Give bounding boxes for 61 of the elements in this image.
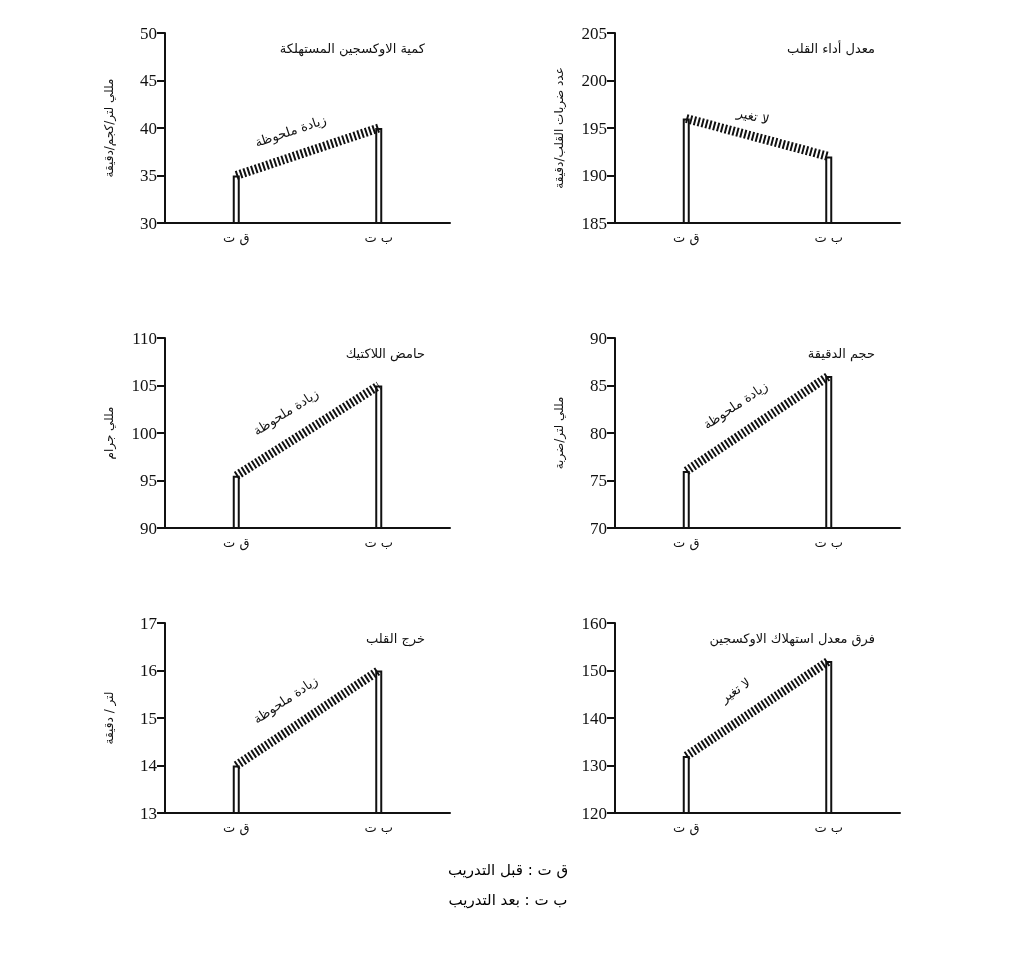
x-tick-label: ق ت: [673, 535, 700, 551]
y-tick-label: 45: [140, 71, 157, 90]
x-tick-label: ق ت: [673, 230, 700, 246]
y-tick-label: 35: [140, 166, 157, 185]
y-tick-label: 14: [140, 756, 158, 775]
y-tick-label: 130: [581, 756, 607, 775]
annotation: زيادة ملحوظة: [250, 672, 321, 728]
annotation: لا تغير: [716, 674, 754, 707]
text: ق ت : قبل التدريب: [446, 860, 570, 881]
text: خرج القلب: [366, 631, 425, 647]
annotation: لا تغير: [734, 104, 771, 129]
x-tick-label: ق ت: [673, 820, 700, 836]
x-tick-label: ب ت: [814, 230, 844, 245]
y-axis-title: مللي جرام: [102, 406, 117, 460]
y-tick-label: 205: [581, 23, 607, 43]
y-tick-label: 40: [140, 118, 157, 138]
y-tick-label: 190: [581, 166, 607, 185]
y-tick-label: 160: [581, 613, 607, 633]
y-tick-label: 100: [131, 423, 157, 443]
y-tick-label: 195: [581, 118, 607, 138]
y-axis-title: لتر / دقيقة: [102, 691, 117, 745]
x-tick-label: ب ت: [814, 535, 844, 550]
y-tick-label: 80: [590, 423, 607, 443]
y-tick-label: 13: [140, 803, 157, 823]
y-tick-label: 15: [140, 708, 157, 728]
y-axis-title: عدد ضربات القلب/دقيقة: [552, 67, 567, 189]
y-tick-label: 110: [132, 328, 157, 348]
x-tick-label: ب ت: [364, 535, 394, 550]
annotation: زيادة ملحوظة: [700, 378, 771, 433]
y-tick-label: 150: [581, 661, 607, 680]
y-tick-label: 70: [590, 518, 607, 538]
annotation: زيادة ملحوظة: [252, 112, 329, 151]
text: ب ت : بعد التدريب: [447, 890, 569, 911]
y-tick-label: 200: [581, 71, 607, 90]
x-tick-label: ق ت: [223, 230, 250, 246]
x-tick-label: ق ت: [223, 535, 250, 551]
y-axis-title: مللي لتر/كجم/دقيقة: [102, 78, 117, 178]
text: حامض اللاكتيك: [345, 346, 425, 362]
annotation: زيادة ملحوظة: [250, 385, 322, 440]
text: كمية الاوكسجين المستهلكة: [279, 41, 426, 57]
x-tick-label: ب ت: [364, 230, 394, 245]
x-tick-label: ق ت: [223, 820, 250, 836]
text: معدل أداء القلب: [786, 40, 876, 56]
text: فرق معدل استهلاك الاوكسجين: [709, 631, 876, 647]
y-tick-label: 17: [140, 613, 158, 633]
y-tick-label: 85: [590, 376, 607, 395]
y-tick-label: 90: [140, 518, 157, 538]
y-tick-label: 95: [140, 471, 157, 490]
text: حجم الدقيقة: [807, 346, 876, 362]
y-tick-label: 105: [131, 376, 157, 395]
y-tick-label: 50: [140, 23, 157, 43]
x-tick-label: ب ت: [814, 820, 844, 835]
y-tick-label: 120: [581, 803, 607, 823]
y-tick-label: 75: [590, 471, 607, 490]
x-tick-label: ب ت: [364, 820, 394, 835]
y-axis-title: مللي لتر/ضربة: [552, 396, 567, 470]
y-tick-label: 16: [140, 661, 157, 680]
y-tick-label: 90: [590, 328, 607, 348]
y-tick-label: 140: [581, 708, 607, 728]
y-tick-label: 185: [581, 213, 607, 233]
y-tick-label: 30: [140, 213, 157, 233]
